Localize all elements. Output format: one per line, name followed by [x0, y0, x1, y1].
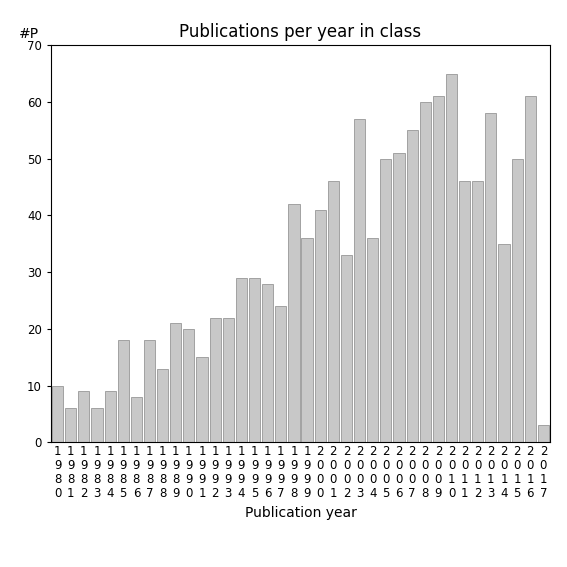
- Bar: [524, 96, 536, 442]
- Text: #P: #P: [19, 27, 39, 41]
- Bar: [446, 74, 457, 442]
- Bar: [315, 210, 326, 442]
- Bar: [472, 181, 483, 442]
- Bar: [459, 181, 470, 442]
- Bar: [210, 318, 221, 442]
- Bar: [354, 119, 365, 442]
- Bar: [341, 255, 352, 442]
- Bar: [380, 159, 391, 442]
- Bar: [511, 159, 523, 442]
- Bar: [104, 391, 116, 442]
- Bar: [407, 130, 418, 442]
- Bar: [538, 425, 549, 442]
- Bar: [65, 408, 77, 442]
- Bar: [262, 284, 273, 442]
- Bar: [157, 369, 168, 442]
- Bar: [196, 357, 208, 442]
- Title: Publications per year in class: Publications per year in class: [179, 23, 422, 41]
- Bar: [275, 306, 286, 442]
- Bar: [498, 244, 510, 442]
- X-axis label: Publication year: Publication year: [244, 506, 357, 519]
- Bar: [170, 323, 181, 442]
- Bar: [289, 204, 299, 442]
- Bar: [52, 386, 63, 442]
- Bar: [118, 340, 129, 442]
- Bar: [78, 391, 90, 442]
- Bar: [393, 153, 405, 442]
- Bar: [131, 397, 142, 442]
- Bar: [236, 278, 247, 442]
- Bar: [433, 96, 444, 442]
- Bar: [144, 340, 155, 442]
- Bar: [328, 181, 339, 442]
- Bar: [302, 238, 312, 442]
- Bar: [91, 408, 103, 442]
- Bar: [223, 318, 234, 442]
- Bar: [367, 238, 378, 442]
- Bar: [249, 278, 260, 442]
- Bar: [183, 329, 194, 442]
- Bar: [420, 102, 431, 442]
- Bar: [485, 113, 497, 442]
